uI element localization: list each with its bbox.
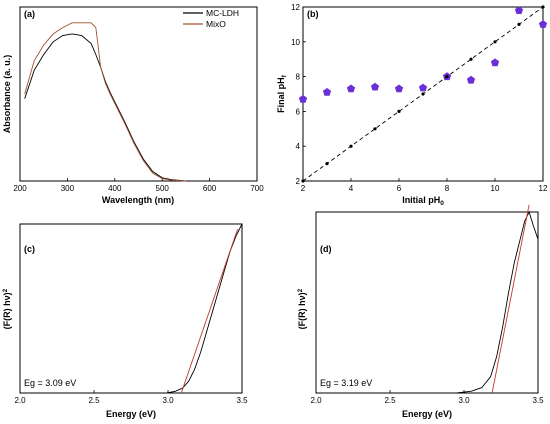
data-point-dot [349,144,353,148]
x-tick-label: 8 [445,184,450,193]
panel-a: (a) Wavelength (nm) Absorbance (a. u.) 2… [2,6,264,205]
panel-d-xlabel: Energy (eV) [402,409,452,419]
data-point-dot [493,40,497,44]
panel-a-series [24,22,186,182]
panel-a-label: (a) [24,9,35,19]
panel-d: (d) Energy (eV) (F(R) hν)2 Eg = 3.19 eV … [297,204,544,419]
series-line-1 [456,210,539,394]
y-tick-label: 8 [296,73,301,82]
panel-c-ylabel: (F(R) hν)2 [2,288,12,329]
x-tick-label: 2.5 [88,396,100,405]
panel-c-frame [19,223,243,394]
data-point-pentagon [370,82,380,91]
panel-d-label: (d) [320,244,332,254]
y-tick-label: 6 [296,107,301,116]
x-tick-label: 700 [250,184,264,193]
panel-a-xticks: 200 300 400 500 600 700 [13,178,264,193]
data-point-pentagon [538,20,548,28]
panel-d-series [456,204,539,394]
y-tick-label: 4 [296,142,301,151]
data-point-dot [517,22,521,26]
x-tick-label: 12 [539,184,548,193]
data-point-pentagon [394,84,404,93]
panel-b: (b) Initial pH0 Final pHf 2 4 6 8 10 12 2 4 6 8 10… [276,3,548,207]
panel-b-xlabel: Initial pH0 [402,195,444,207]
panel-c-ylabel-sup: 2 [2,288,9,292]
panel-b-ticks: 2 4 6 8 10 12 2 4 6 8 10 12 [291,3,548,193]
panel-c-ylabel-main: (F(R) hν) [2,292,12,329]
legend-label: MixO [206,19,226,29]
data-point-pentagon [298,94,308,103]
panel-b-series [298,5,548,183]
series-line-1 [24,33,186,182]
data-point-dot [301,179,305,183]
data-point-pentagon [514,6,524,14]
data-point-dot [469,57,473,61]
x-tick-label: 3.0 [162,396,174,405]
x-tick-label: 3.0 [458,396,470,405]
x-tick-label: 10 [491,184,500,193]
y-tick-label: 10 [291,38,300,47]
y-tick-label: 12 [291,3,300,12]
panel-d-ylabel-main: (F(R) hν) [297,292,307,329]
x-tick-label: 4 [349,184,354,193]
panel-c-xlabel: Energy (eV) [106,409,156,419]
panel-a-ylabel: Absorbance (a. u.) [2,55,12,134]
y-tick-label: 2 [296,177,301,186]
tangent-line [180,228,239,394]
panel-c-xticks: 2.0 2.5 3.0 3.5 [14,390,248,405]
panel-c-series [166,223,243,394]
panel-d-ylabel: (F(R) hν)2 [297,288,307,329]
legend-label: MC-LDH [206,8,239,18]
panel-b-ylabel-main: Final pH [276,77,286,113]
data-point-dot [397,109,401,113]
panel-d-frame [315,211,539,394]
data-point-dot [373,127,377,131]
data-point-dot [421,92,425,96]
data-point-pentagon [466,75,476,84]
panel-d-ylabel-sup: 2 [297,288,304,292]
panel-b-frame [302,6,544,182]
panel-c: (c) Energy (eV) (F(R) hν)2 Eg = 3.09 eV … [2,223,248,419]
x-tick-label: 600 [203,184,217,193]
data-point-dot [325,162,329,166]
data-point-pentagon [322,88,332,96]
series-line-2 [24,22,186,182]
panel-c-label: (c) [24,244,35,254]
panel-b-ylabel: Final pHf [276,74,288,113]
x-tick-label: 2.0 [14,396,26,405]
data-point-dot [445,75,449,79]
x-tick-label: 6 [397,184,402,193]
panel-b-xlabel-sub: 0 [440,200,444,207]
x-tick-label: 3.5 [236,396,248,405]
panel-c-eg-annotation: Eg = 3.09 eV [24,378,76,388]
data-point-pentagon [346,84,356,93]
data-point-pentagon [490,58,500,67]
panel-a-xlabel: Wavelength (nm) [102,195,174,205]
panel-d-eg-annotation: Eg = 3.19 eV [320,378,372,388]
x-tick-label: 400 [108,184,122,193]
x-tick-label: 200 [13,184,27,193]
x-tick-label: 300 [61,184,75,193]
panel-b-xlabel-main: Initial pH [402,195,440,205]
panel-a-frame [19,6,258,182]
panel-b-label: (b) [307,9,319,19]
data-point-pentagon [418,83,428,92]
x-tick-label: 2.0 [310,396,322,405]
panel-d-xticks: 2.0 2.5 3.0 3.5 [310,390,544,405]
tangent-line [491,204,530,394]
x-tick-label: 2.5 [384,396,396,405]
x-tick-label: 500 [156,184,170,193]
data-point-dot [541,5,545,9]
panel-b-ylabel-sub: f [281,74,288,77]
x-tick-label: 2 [301,184,306,193]
x-tick-label: 3.5 [532,396,544,405]
